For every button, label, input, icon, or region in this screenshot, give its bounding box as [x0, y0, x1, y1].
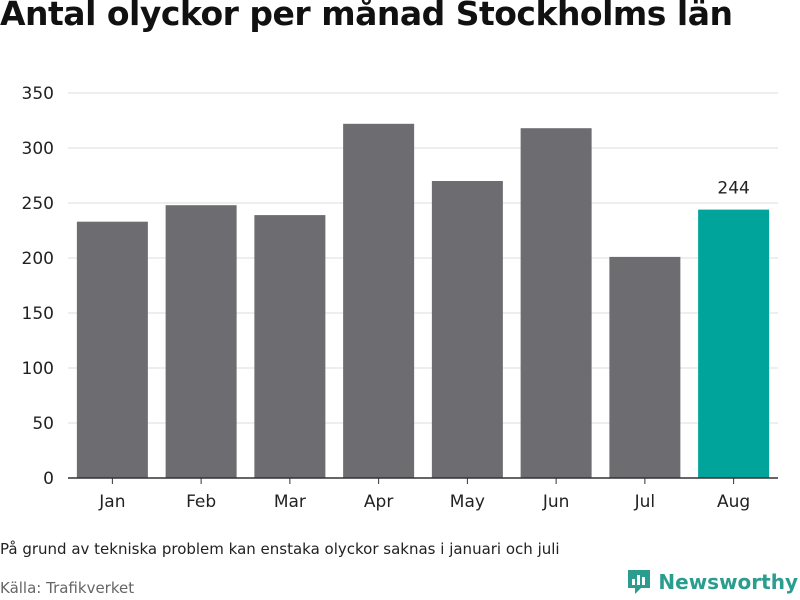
bar-chart-logo-icon — [628, 570, 651, 594]
x-tick-label: Aug — [717, 492, 750, 512]
y-tick-label: 350 — [22, 84, 54, 104]
bar-chart: 0 50 100 150 200 250 300 350 Jan Feb Mar Apr May Jun… — [22, 84, 778, 512]
chart-title: Antal olyckor per månad Stockholms län — [0, 0, 733, 33]
y-tick-label: 200 — [22, 249, 54, 269]
x-axis-ticks: Jan Feb Mar Apr May Jun Jul Aug — [68, 477, 778, 512]
x-tick-label: Feb — [186, 492, 216, 512]
data-label: 244 — [717, 179, 749, 199]
y-tick-label: 100 — [22, 359, 54, 379]
bar-aug — [698, 209, 770, 478]
x-tick-label: Mar — [274, 492, 306, 512]
bar-may — [431, 181, 503, 478]
x-tick-label: Apr — [364, 492, 393, 512]
bar-jan — [76, 221, 148, 478]
bar-jul — [609, 256, 681, 478]
footnote: På grund av tekniska problem kan enstaka… — [0, 540, 560, 558]
x-tick-label: Jun — [542, 492, 570, 512]
x-tick-label: Jan — [98, 492, 125, 512]
y-tick-label: 300 — [22, 139, 54, 159]
bar-jun — [520, 128, 592, 478]
bar-feb — [165, 205, 237, 478]
data-labels: 244 — [717, 179, 749, 199]
bar-apr — [343, 123, 415, 479]
bar-mar — [254, 215, 326, 478]
y-axis-ticks: 0 50 100 150 200 250 300 350 — [22, 84, 54, 489]
x-tick-label: Jul — [634, 492, 656, 512]
x-tick-label: May — [450, 492, 485, 512]
source-credit: Källa: Trafikverket — [0, 579, 135, 597]
y-tick-label: 250 — [22, 194, 54, 214]
y-tick-label: 150 — [22, 304, 54, 324]
y-tick-label: 0 — [43, 469, 54, 489]
bars — [76, 123, 770, 479]
y-tick-label: 50 — [32, 414, 54, 434]
brand-name: Newsworthy — [658, 570, 798, 594]
brand-logo: Newsworthy — [626, 568, 798, 596]
